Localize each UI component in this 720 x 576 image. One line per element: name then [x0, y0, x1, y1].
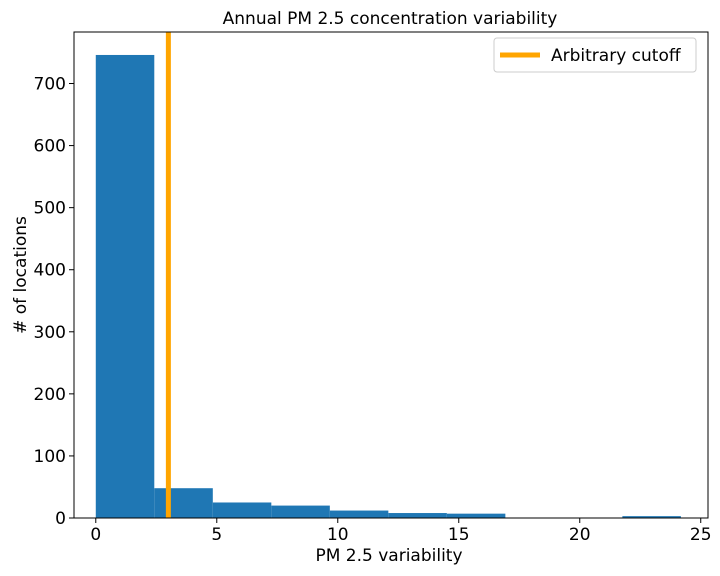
y-tick-label: 400	[34, 261, 66, 281]
x-tick-label: 20	[569, 525, 591, 545]
y-axis-label: # of locations	[11, 216, 31, 334]
y-tick-label: 0	[55, 509, 66, 529]
y-tick-label: 500	[34, 199, 66, 219]
y-tick-label: 200	[34, 385, 66, 405]
x-axis-label: PM 2.5 variability	[315, 546, 462, 566]
histogram-bar	[329, 510, 389, 518]
y-tick-label: 300	[34, 323, 66, 343]
legend: Arbitrary cutoff	[493, 37, 697, 73]
x-tick-label: 25	[690, 525, 712, 545]
histogram-bar	[446, 513, 506, 518]
y-tick-label: 700	[34, 75, 66, 95]
x-axis-ticks: 0 5 10 15 20 25	[90, 518, 712, 545]
histogram-bar	[212, 502, 272, 518]
bars-group	[95, 54, 681, 519]
legend-cutoff-label: Arbitrary cutoff	[551, 46, 682, 66]
histogram-bar	[95, 54, 155, 519]
x-tick-label: 15	[448, 525, 470, 545]
histogram-bar	[271, 505, 330, 518]
y-tick-label: 100	[34, 447, 66, 467]
chart-title: Annual PM 2.5 concentration variability	[223, 9, 558, 29]
x-tick-label: 5	[211, 525, 222, 545]
histogram-bar	[154, 488, 213, 518]
legend-box	[493, 37, 697, 73]
histogram-bar	[622, 516, 681, 518]
x-tick-label: 10	[327, 525, 349, 545]
histogram-bar	[388, 513, 447, 518]
plot-frame	[73, 31, 709, 519]
y-tick-label: 600	[34, 137, 66, 157]
x-tick-label: 0	[90, 525, 101, 545]
y-axis-ticks: 0 100 200 300 400 500 600 700	[34, 75, 74, 529]
